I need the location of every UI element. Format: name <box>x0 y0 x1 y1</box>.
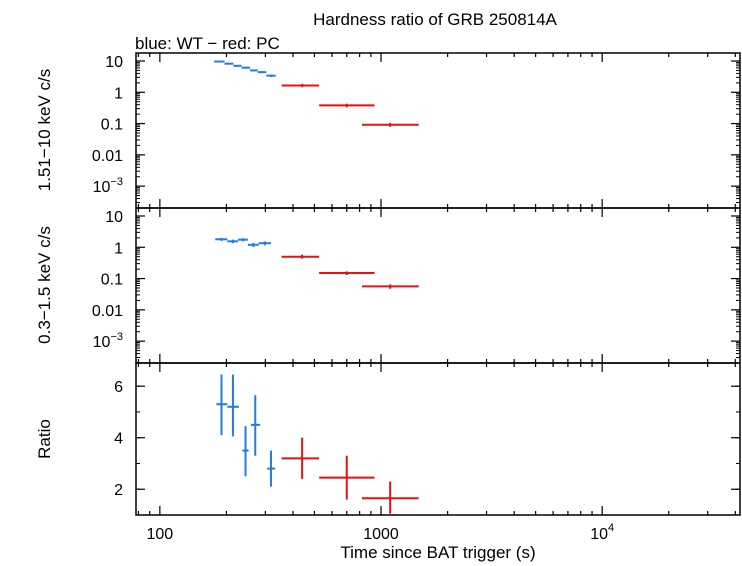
panel-soft-ylabel: 0.3−1.5 keV c/s <box>35 226 54 344</box>
ratio-ytick-label: 2 <box>114 482 123 499</box>
panel-ratio-marks <box>216 374 419 514</box>
soft-ytick-label: 0.1 <box>101 272 123 289</box>
ratio-ytick-label: 4 <box>114 431 123 448</box>
panel-hard-marks <box>214 60 419 127</box>
panel-soft: 10 1 0.1 0.01 10−3 <box>92 207 741 364</box>
ratio-ytick-label: 6 <box>114 379 123 396</box>
soft-ytick-label: 1 <box>114 240 123 257</box>
x-tick-label: 1000 <box>363 526 399 543</box>
panel-soft-marks <box>215 237 419 289</box>
chart-subtitle: blue: WT − red: PC <box>135 34 280 53</box>
hard-ytick-label: 10 <box>105 54 123 71</box>
panel-hard-ylabel: 1.51−10 keV c/s <box>35 69 54 191</box>
chart-title: Hardness ratio of GRB 250814A <box>313 10 557 29</box>
panel-hard-ticks: 10 1 0.1 0.01 10−3 <box>92 53 740 208</box>
x-axis-ticks: 1001000104105 <box>147 522 615 543</box>
x-axis-label: Time since BAT trigger (s) <box>340 543 535 562</box>
panel-ratio-ticks: 6 4 2 <box>114 363 740 516</box>
panel-soft-frame <box>135 207 741 364</box>
x-tick-label: 104 <box>590 522 614 543</box>
soft-ytick-label: 10−3 <box>93 331 123 351</box>
hard-ytick-label: 10−3 <box>93 176 123 196</box>
hard-ytick-label: 0.1 <box>101 117 123 134</box>
panel-ratio-frame <box>135 362 741 516</box>
x-tick-label: 100 <box>147 526 174 543</box>
hard-ytick-label: 1 <box>114 85 123 102</box>
soft-ytick-label: 10 <box>105 209 123 226</box>
hard-ytick-label: 0.01 <box>92 148 123 165</box>
soft-ytick-label: 0.01 <box>92 303 123 320</box>
panel-hard: 10 1 0.1 0.01 10−3 <box>92 52 741 209</box>
panel-hard-frame <box>135 52 741 209</box>
panel-ratio: 6 4 2 <box>114 362 741 516</box>
panel-ratio-ylabel: Ratio <box>35 419 54 459</box>
